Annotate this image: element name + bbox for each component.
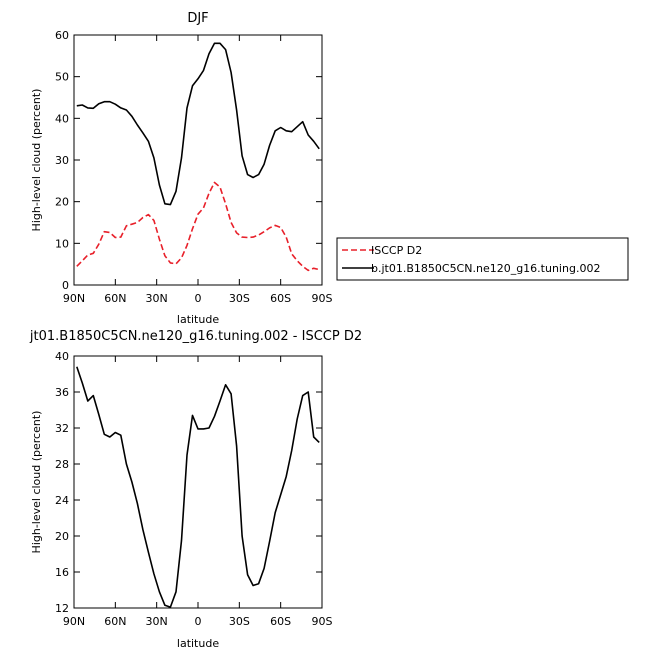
top-x-tick-label: 0: [195, 292, 202, 305]
bottom-series-lines: [76, 366, 320, 608]
legend: ISCCP D2 b.jt01.B1850C5CN.ne120_g16.tuni…: [336, 237, 629, 281]
bottom-x-tick-label: 30N: [146, 615, 168, 628]
top-x-tick-label: 30N: [146, 292, 168, 305]
bottom-x-tick-label: 0: [195, 615, 202, 628]
bottom-x-tick-label: 90S: [312, 615, 333, 628]
bottom-chart-title: jt01.B1850C5CN.ne120_g16.tuning.002 - IS…: [29, 329, 362, 344]
bottom-x-tick-label: 90N: [63, 615, 85, 628]
top-x-tick-label: 90S: [312, 292, 333, 305]
bottom-y-ticks: 12 16 20 24 28 32 36 40: [55, 350, 322, 615]
top-plot-frame: [73, 34, 323, 286]
top-series-lines: [76, 42, 320, 272]
bottom-x-tick-label: 60S: [270, 615, 291, 628]
top-x-tick-label: 90N: [63, 292, 85, 305]
bottom-y-tick-label: 20: [55, 530, 69, 543]
bottom-x-ticks: 90N 60N 30N 0 30S 60S 90S: [63, 356, 333, 628]
top-series-line-1: [76, 42, 320, 206]
top-x-ticks: 90N 60N 30N 0 30S 60S 90S: [63, 35, 333, 305]
top-y-ticks: 0 10 20 30 40 50 60: [55, 29, 322, 292]
top-series-line-0: [76, 181, 320, 272]
bottom-y-tick-label: 16: [55, 566, 69, 579]
bottom-y-tick-label: 28: [55, 458, 69, 471]
top-chart-title: DJF: [187, 11, 208, 26]
bottom-y-tick-label: 24: [55, 494, 69, 507]
bottom-x-tick-label: 30S: [229, 615, 250, 628]
legend-label-model: b.jt01.B1850C5CN.ne120_g16.tuning.002: [371, 262, 600, 275]
top-x-tick-label: 60S: [270, 292, 291, 305]
top-x-tick-label: 60N: [104, 292, 126, 305]
bottom-y-axis-label: High-level cloud (percent): [30, 411, 43, 554]
top-y-tick-label: 10: [55, 237, 69, 250]
bottom-y-tick-label: 32: [55, 422, 69, 435]
bottom-panel: jt01.B1850C5CN.ne120_g16.tuning.002 - IS…: [29, 329, 362, 650]
top-y-tick-label: 0: [62, 279, 69, 292]
top-y-tick-label: 40: [55, 112, 69, 125]
top-y-axis-label: High-level cloud (percent): [30, 89, 43, 232]
top-y-tick-label: 60: [55, 29, 69, 42]
top-y-tick-label: 20: [55, 196, 69, 209]
bottom-y-tick-label: 40: [55, 350, 69, 363]
top-y-tick-label: 50: [55, 71, 69, 84]
legend-label-isccp: ISCCP D2: [371, 244, 422, 257]
top-x-tick-label: 30S: [229, 292, 250, 305]
top-x-axis-label: latitude: [177, 313, 219, 326]
bottom-x-tick-label: 60N: [104, 615, 126, 628]
bottom-x-axis-label: latitude: [177, 637, 219, 650]
bottom-y-tick-label: 12: [55, 602, 69, 615]
legend-box: [336, 237, 629, 281]
top-y-tick-label: 30: [55, 154, 69, 167]
bottom-y-tick-label: 36: [55, 386, 69, 399]
bottom-series-line-0: [76, 366, 320, 608]
top-panel: DJF 90N 60N 30N 0 30S 60S 90S 0 10 20 30 40 50 60 la…: [30, 11, 333, 326]
